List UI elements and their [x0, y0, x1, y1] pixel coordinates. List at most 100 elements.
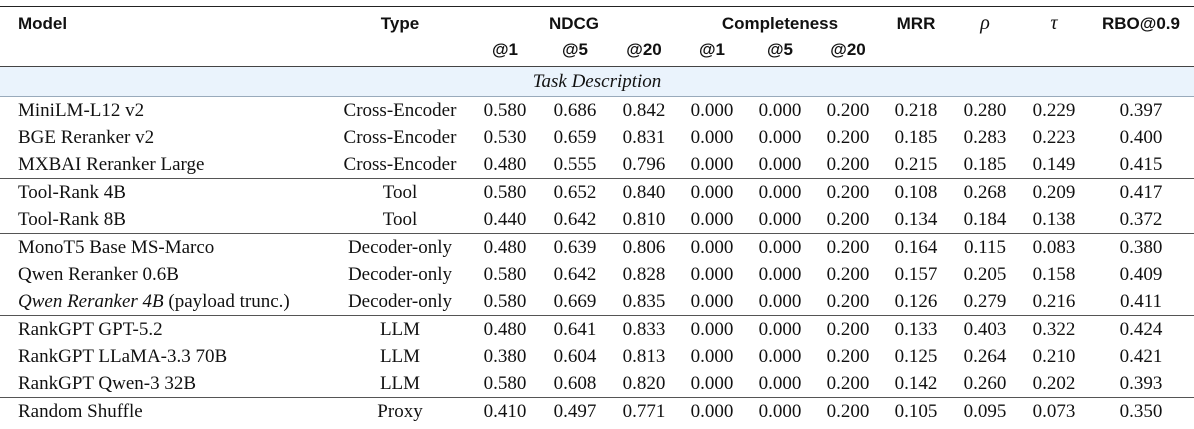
- value-cell: 0.108: [882, 178, 950, 206]
- value-cell: 0.417: [1088, 178, 1194, 206]
- value-cell: 0.185: [894, 126, 938, 148]
- value-cell: 0.210: [1032, 345, 1076, 367]
- table-header: Model Type NDCG Completeness MRR ρ τ RBO@0.9 @1 @…: [0, 6, 1194, 67]
- value-cell: 0.835: [622, 290, 666, 312]
- model-cell: Tool-Rank 4B: [0, 178, 330, 206]
- model-name: Qwen Reranker 0.6B: [18, 263, 179, 285]
- model-note: (payload trunc.): [168, 290, 290, 312]
- model-name: MonoT5 Base MS-Marco: [18, 236, 215, 258]
- section-row: Task Description: [0, 66, 1194, 97]
- value-cell: 0.530: [483, 126, 527, 148]
- value-cell: 0.831: [622, 126, 666, 148]
- data-row: MiniLM-L12 v2 Cross-Encoder 0.580 0.686 0.84…: [0, 97, 1194, 125]
- value-cell: 0.268: [950, 178, 1020, 206]
- model-cell: Qwen Reranker 0.6B: [0, 261, 330, 288]
- data-row: Tool-Rank 8B Tool 0.440 0.642 0.810 0.000 0.00…: [0, 206, 1194, 234]
- value-cell: 0.185: [963, 153, 1007, 175]
- value-cell: 0.480: [470, 233, 540, 261]
- value-cell: 0.138: [1032, 208, 1076, 230]
- value-cell: 0.642: [553, 208, 597, 230]
- blank: [0, 40, 330, 67]
- blank: [330, 40, 470, 67]
- blank: [882, 40, 950, 67]
- value-cell: 0.125: [894, 345, 938, 367]
- value-cell: 0.000: [690, 126, 734, 148]
- value-cell: 0.200: [826, 290, 870, 312]
- model-cell: MonoT5 Base MS-Marco: [0, 233, 330, 261]
- value-cell: 0.000: [678, 315, 746, 343]
- value-cell: 0.205: [963, 263, 1007, 285]
- value-cell: 0.200: [826, 208, 870, 230]
- model-cell: MXBAI Reranker Large: [0, 151, 330, 179]
- value-cell: 0.669: [553, 290, 597, 312]
- data-row: Qwen Reranker 0.6B Decoder-only 0.580 0.642…: [0, 261, 1194, 288]
- group-header: NDCG: [470, 6, 678, 40]
- model-cell: MiniLM-L12 v2: [0, 97, 330, 125]
- value-cell: 0.421: [1119, 345, 1163, 367]
- value-cell: 0.604: [553, 345, 597, 367]
- value-cell: 0.218: [894, 99, 938, 121]
- type-cell: Tool: [382, 208, 418, 230]
- model-name: RankGPT LLaMA-3.3 70B: [18, 345, 228, 367]
- value-cell: 0.000: [690, 372, 734, 394]
- value-cell: 0.411: [1119, 290, 1163, 312]
- type-cell: Decoder-only: [347, 263, 453, 285]
- value-cell: 0.126: [894, 290, 938, 312]
- value-cell: 0.372: [1119, 208, 1163, 230]
- model-cell: BGE Reranker v2: [0, 124, 330, 151]
- value-cell: 0.134: [894, 208, 938, 230]
- value-cell: 0.440: [483, 208, 527, 230]
- value-cell: 0.480: [470, 315, 540, 343]
- value-cell: 0.200: [814, 233, 882, 261]
- value-cell: 0.580: [470, 178, 540, 206]
- data-row: RankGPT Qwen-3 32B LLM 0.580 0.608 0.820 0.00…: [0, 370, 1194, 398]
- data-row: Qwen Reranker 4B (payload trunc.) Decoder…: [0, 288, 1194, 316]
- value-cell: 0.157: [894, 263, 938, 285]
- value-cell: 0.000: [690, 290, 734, 312]
- value-cell: 0.000: [758, 263, 802, 285]
- group-header: Completeness: [678, 6, 882, 40]
- type-cell: Tool: [330, 178, 470, 206]
- data-row: RankGPT GPT-5.2 LLM 0.480 0.641 0.833 0.000 0.…: [0, 315, 1194, 343]
- model-cell: Random Shuffle: [0, 397, 330, 425]
- value-cell: 0.000: [746, 178, 814, 206]
- value-cell: 0.000: [758, 126, 802, 148]
- value-cell: 0.403: [950, 315, 1020, 343]
- sub-header: @1: [470, 40, 540, 67]
- value-cell: 0.415: [1119, 153, 1163, 175]
- column-header: RBO@0.9: [1088, 6, 1194, 40]
- value-cell: 0.000: [678, 397, 746, 425]
- column-header: Type: [330, 6, 470, 40]
- value-cell: 0.686: [553, 99, 597, 121]
- value-cell: 0.200: [826, 345, 870, 367]
- value-cell: 0.000: [690, 208, 734, 230]
- model-name: MiniLM-L12 v2: [18, 99, 145, 121]
- value-cell: 0.200: [826, 372, 870, 394]
- model-name: BGE Reranker v2: [18, 126, 155, 148]
- value-cell: 0.200: [814, 178, 882, 206]
- value-cell: 0.000: [758, 153, 802, 175]
- value-cell: 0.200: [814, 397, 882, 425]
- model-name: RankGPT GPT-5.2: [18, 318, 163, 340]
- column-header: MRR: [882, 6, 950, 40]
- model-cell: Qwen Reranker 4B (payload trunc.): [0, 288, 330, 316]
- value-cell: 0.322: [1020, 315, 1088, 343]
- value-cell: 0.424: [1088, 315, 1194, 343]
- value-cell: 0.400: [1119, 126, 1163, 148]
- value-cell: 0.642: [553, 263, 597, 285]
- model-name: MXBAI Reranker Large: [18, 153, 205, 175]
- value-cell: 0.380: [483, 345, 527, 367]
- model-cell: RankGPT GPT-5.2: [0, 315, 330, 343]
- model-name: RankGPT Qwen-3 32B: [18, 372, 197, 394]
- value-cell: 0.216: [1032, 290, 1076, 312]
- value-cell: 0.652: [540, 178, 610, 206]
- column-header: τ: [1020, 6, 1088, 40]
- value-cell: 0.820: [622, 372, 666, 394]
- value-cell: 0.000: [746, 233, 814, 261]
- value-cell: 0.410: [470, 397, 540, 425]
- value-cell: 0.000: [690, 263, 734, 285]
- value-cell: 0.223: [1032, 126, 1076, 148]
- value-cell: 0.133: [882, 315, 950, 343]
- value-cell: 0.842: [622, 99, 666, 121]
- value-cell: 0.000: [678, 178, 746, 206]
